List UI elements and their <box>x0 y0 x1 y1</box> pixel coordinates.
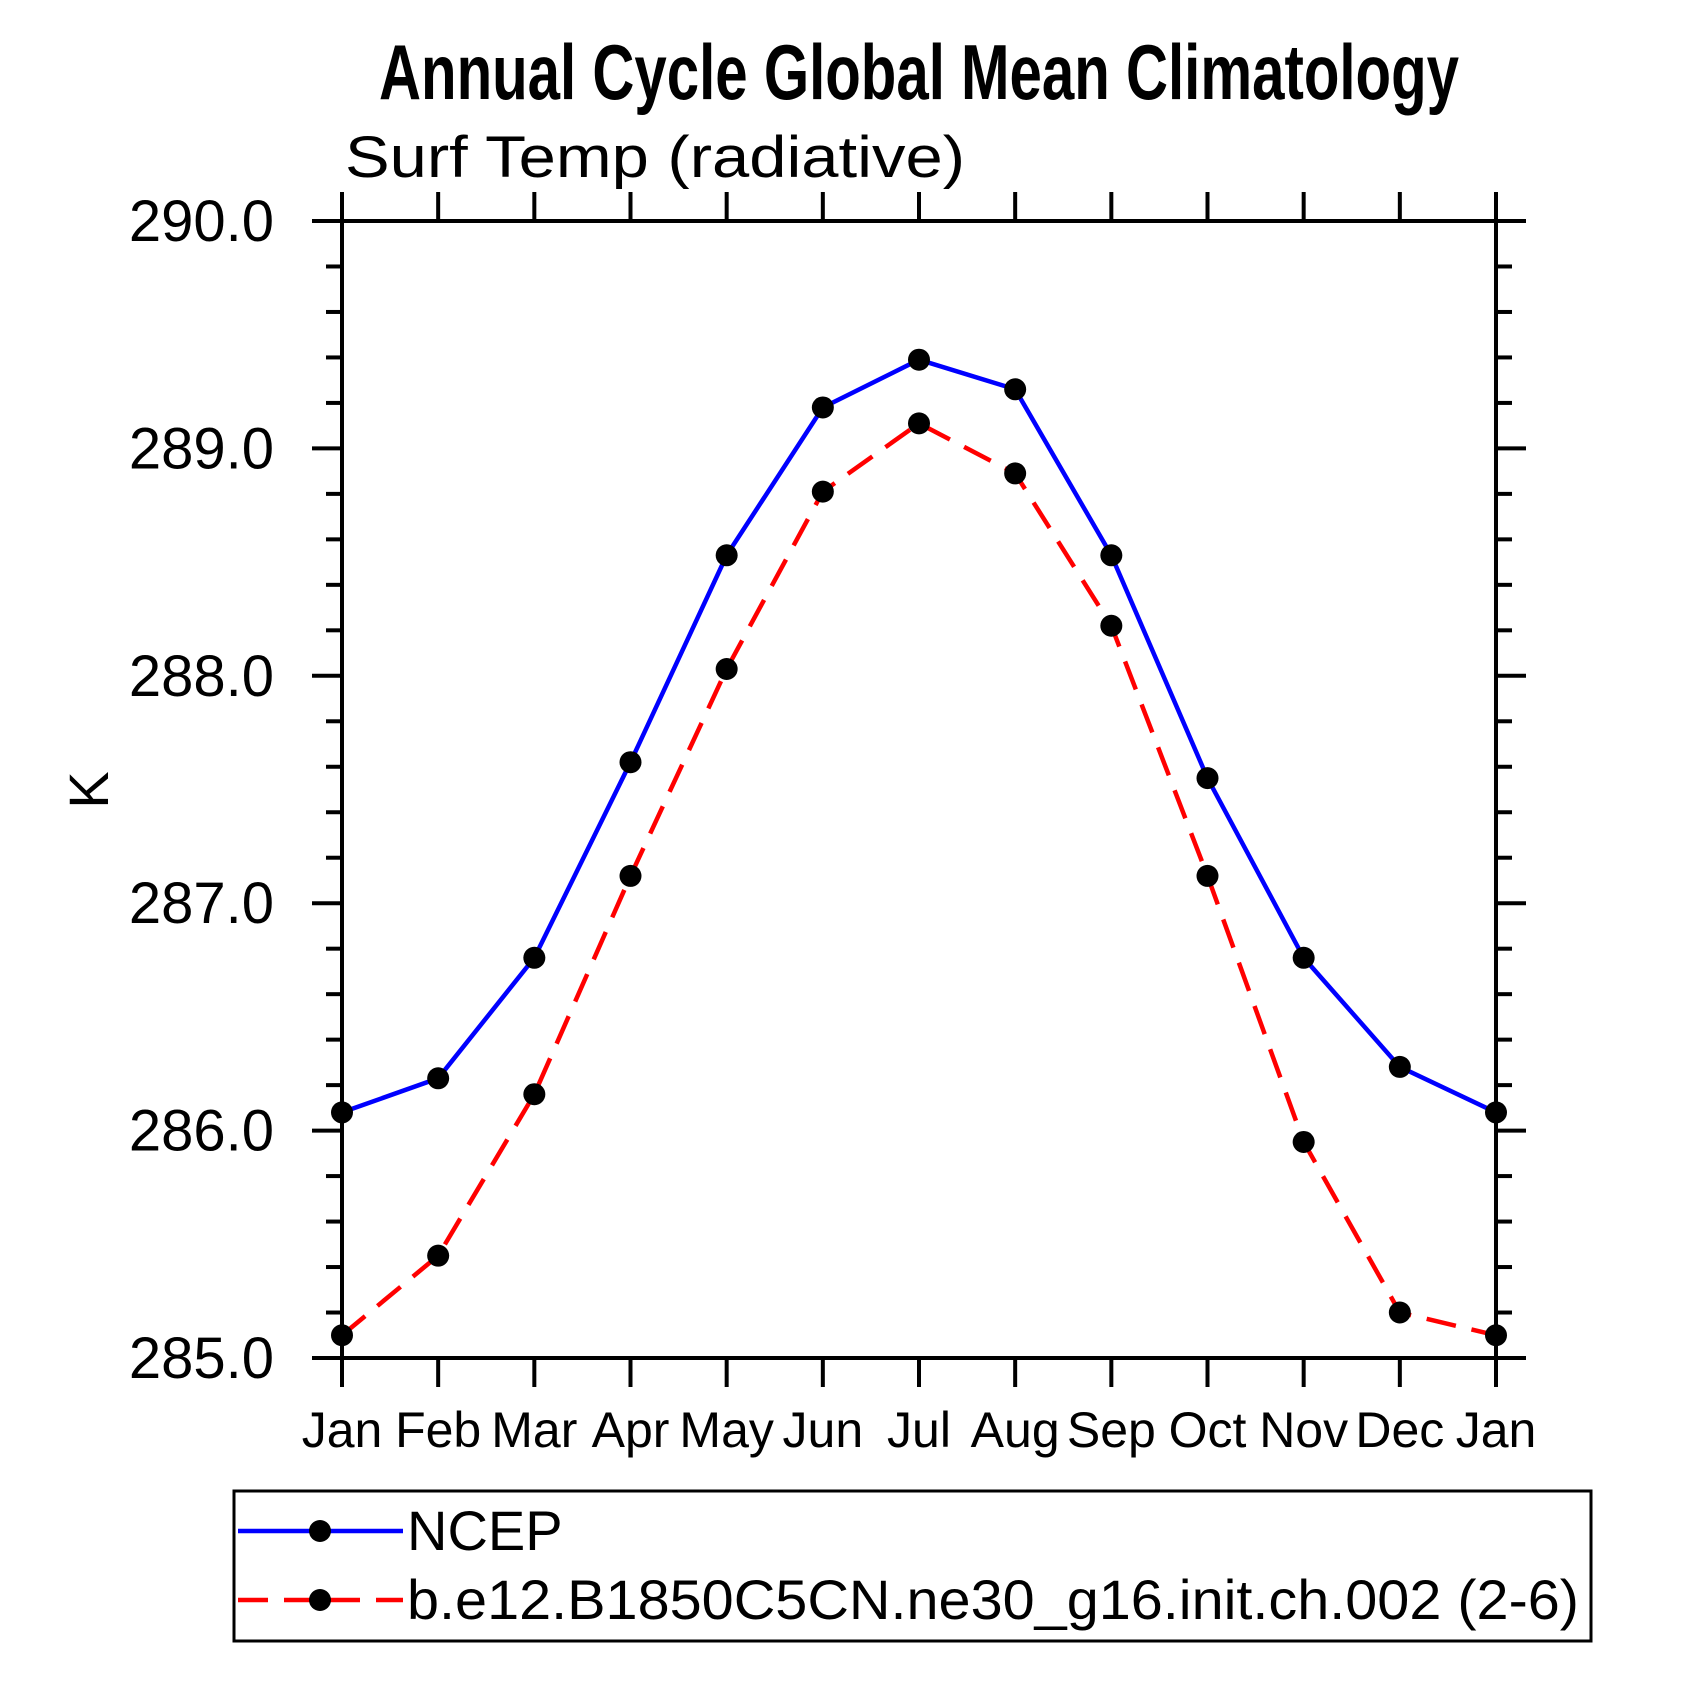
data-point-marker <box>1388 1055 1411 1078</box>
data-point-marker <box>811 480 834 503</box>
series-1-markers <box>331 412 1507 1347</box>
data-point-marker <box>1196 767 1219 790</box>
chart-title: Annual Cycle Global Mean Climatology <box>379 28 1459 116</box>
chart-subtitle: Surf Temp (radiative) <box>345 125 965 190</box>
data-point-marker <box>1292 946 1315 969</box>
y-tick-label: 285.0 <box>129 1326 274 1391</box>
data-point-marker <box>811 396 834 419</box>
legend: NCEPb.e12.B1850C5CN.ne30_g16.init.ch.002… <box>232 1489 1593 1643</box>
data-point-marker <box>1100 544 1123 567</box>
data-point-marker <box>908 412 930 435</box>
x-tick-label: Oct <box>1169 1402 1247 1458</box>
data-series <box>331 348 1507 1347</box>
data-point-marker <box>1004 378 1027 401</box>
data-point-marker <box>523 1083 546 1106</box>
x-tick-label: Nov <box>1259 1402 1348 1458</box>
legend-label: b.e12.B1850C5CN.ne30_g16.init.ch.002 (2-… <box>407 1568 1579 1631</box>
legend-label: NCEP <box>407 1499 563 1562</box>
y-tick-label: 289.0 <box>129 416 274 481</box>
x-tick-label: Jun <box>783 1402 864 1458</box>
data-point-marker <box>1196 864 1219 887</box>
data-point-marker <box>331 1324 353 1347</box>
x-tick-label: Feb <box>395 1402 481 1458</box>
x-tick-label: Apr <box>592 1402 670 1458</box>
data-point-marker <box>908 348 930 371</box>
x-tick-label: May <box>679 1402 773 1458</box>
data-point-marker <box>619 751 642 774</box>
data-point-marker <box>427 1244 450 1267</box>
legend-marker <box>309 1520 331 1542</box>
series-0-markers <box>331 348 1507 1124</box>
data-point-marker <box>715 544 738 567</box>
x-tick-label: Jan <box>302 1402 383 1458</box>
data-point-marker <box>619 864 642 887</box>
legend-marker <box>309 1589 331 1611</box>
x-tick-label: Mar <box>491 1402 577 1458</box>
data-point-marker <box>427 1067 450 1090</box>
y-tick-label: 290.0 <box>129 189 274 254</box>
y-tick-label: 288.0 <box>129 644 274 709</box>
x-tick-label: Dec <box>1355 1402 1444 1458</box>
x-tick-label: Jul <box>887 1402 951 1458</box>
data-point-marker <box>1388 1301 1411 1324</box>
data-point-marker <box>523 946 546 969</box>
plot-frame <box>340 219 1498 1360</box>
data-point-marker <box>1485 1324 1507 1347</box>
y-tick-label: 287.0 <box>129 871 274 936</box>
legend-box <box>232 1489 1593 1643</box>
y-axis-title: K <box>57 771 120 808</box>
y-tick-label: 286.0 <box>129 1099 274 1164</box>
series-1-line <box>340 420 1497 1338</box>
data-point-marker <box>331 1101 353 1124</box>
x-tick-label: Jan <box>1456 1402 1537 1458</box>
x-tick-label: Aug <box>971 1402 1060 1458</box>
data-point-marker <box>1485 1101 1507 1124</box>
series-0-line <box>341 357 1497 1115</box>
x-tick-label: Sep <box>1067 1402 1156 1458</box>
data-point-marker <box>715 657 738 680</box>
data-point-marker <box>1100 614 1123 637</box>
data-point-marker <box>1292 1130 1315 1153</box>
data-point-marker <box>1004 462 1027 485</box>
